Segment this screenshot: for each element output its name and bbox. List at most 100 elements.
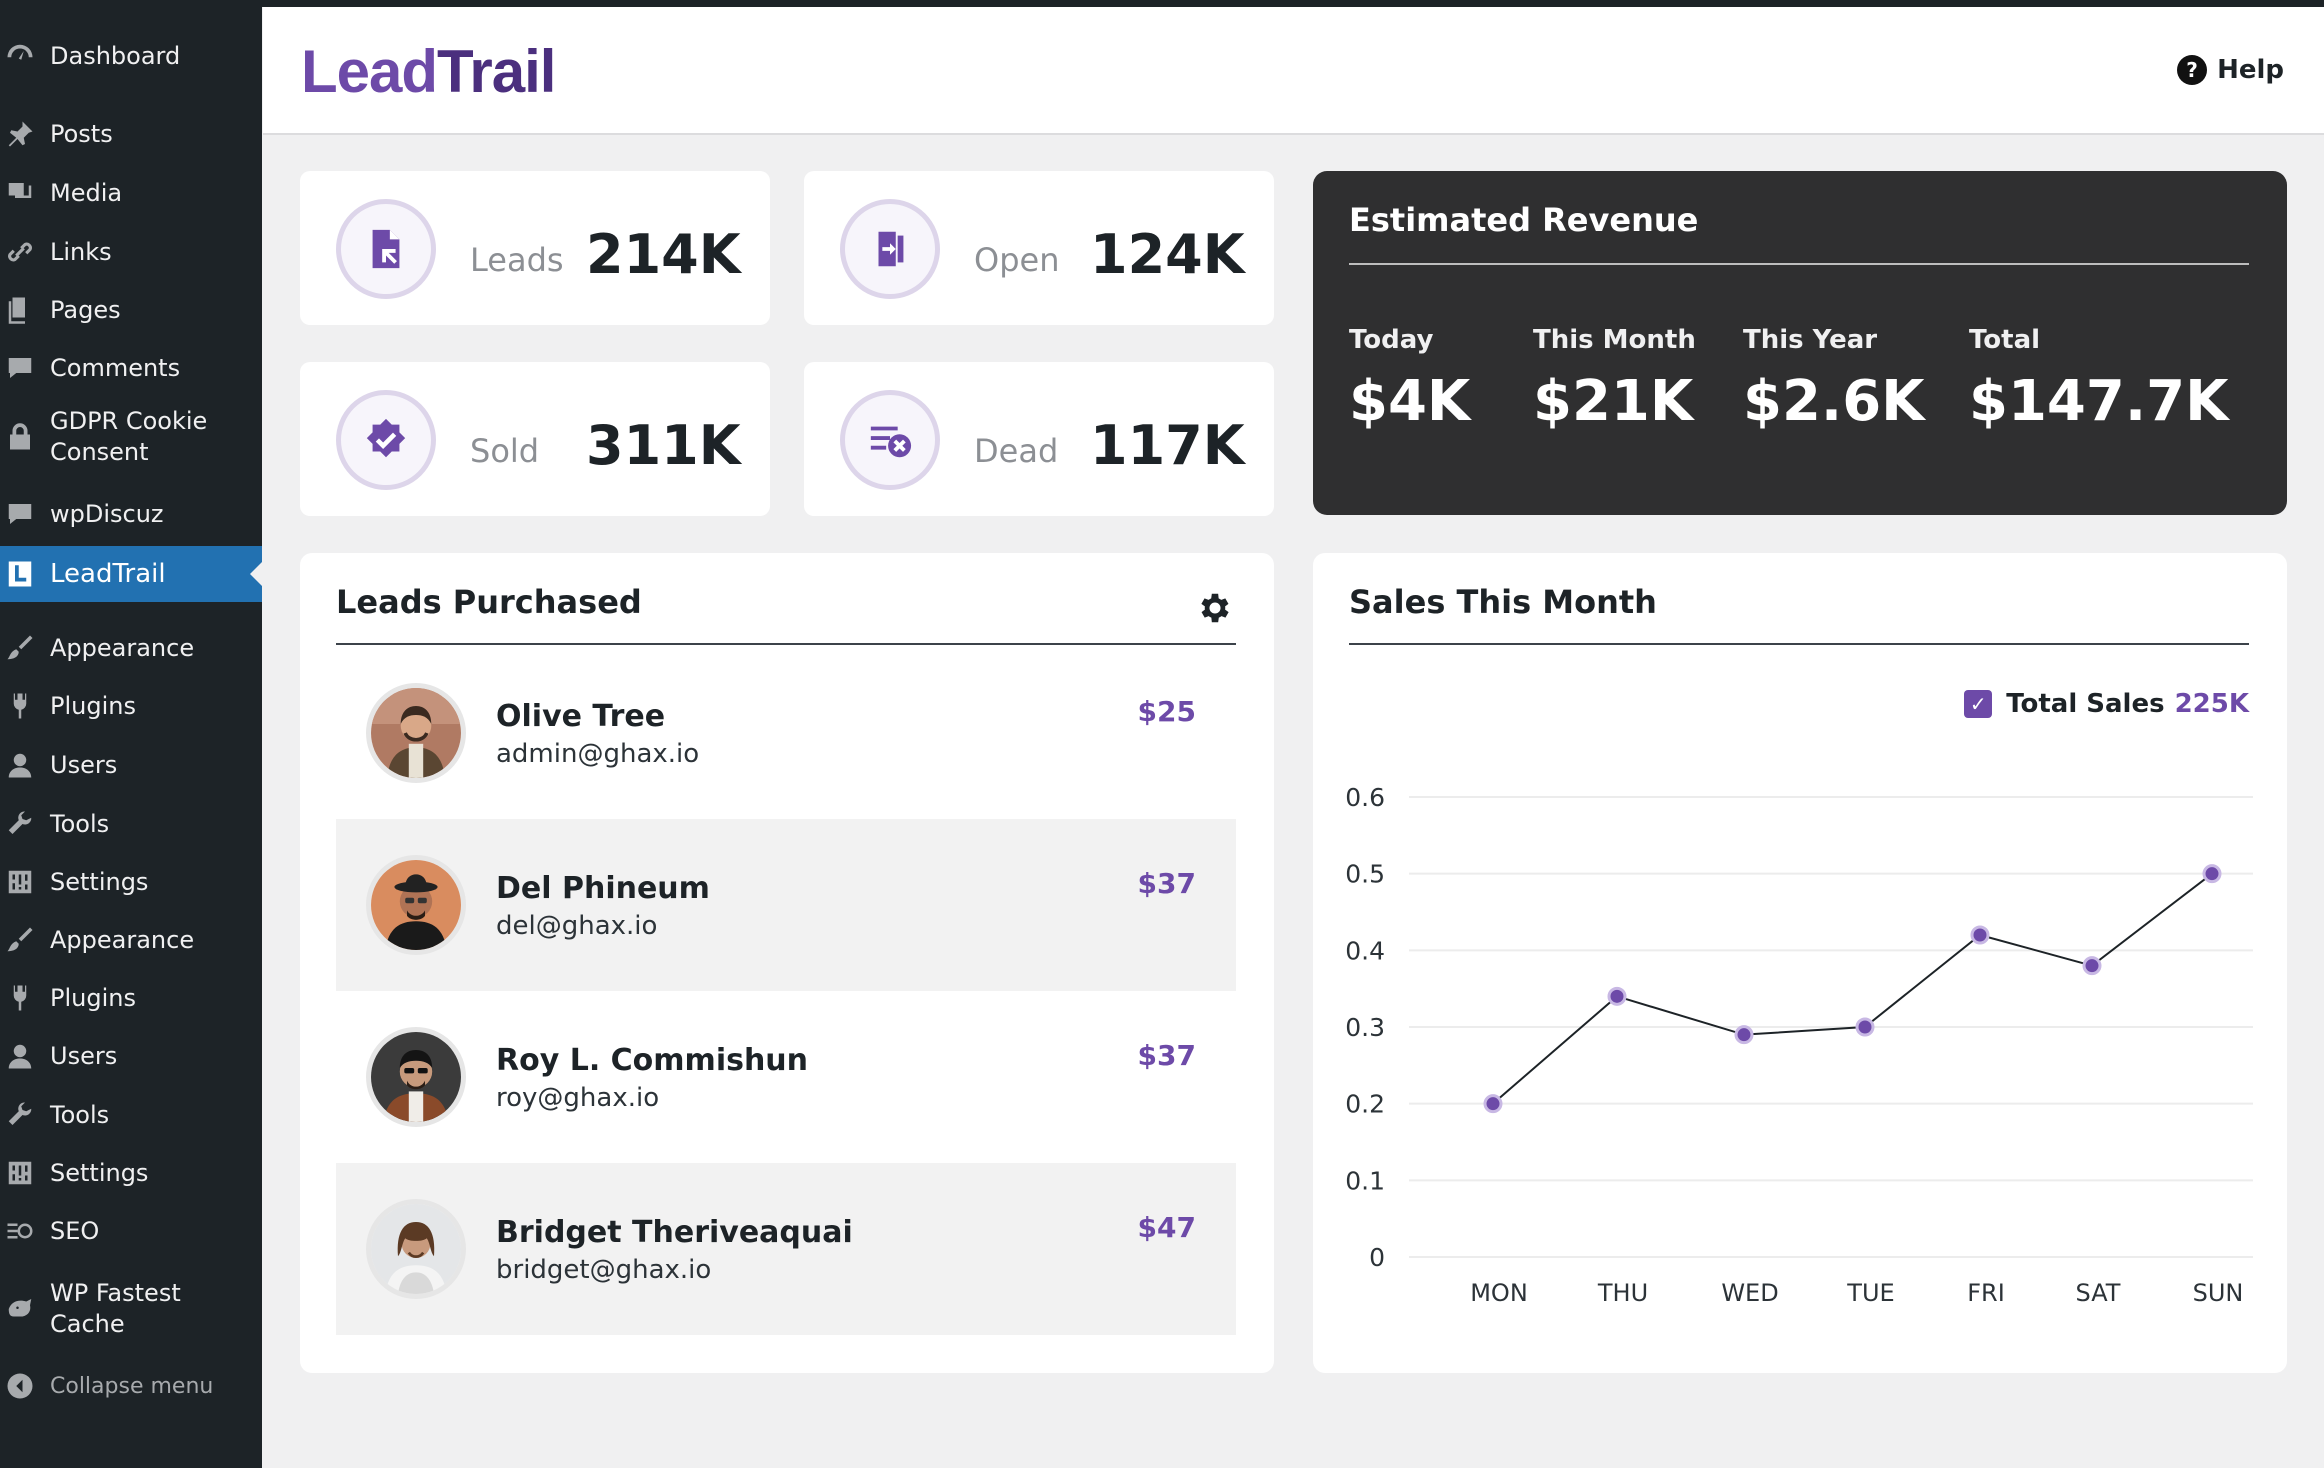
x-tick-label: FRI xyxy=(1967,1279,2005,1307)
comment-icon xyxy=(0,494,40,534)
stat-card-leads[interactable]: Leads 214K xyxy=(300,171,770,325)
sidebar-item-label: Collapse menu xyxy=(50,1373,214,1399)
lead-row[interactable]: Olive Tree admin@ghax.io $25 xyxy=(336,647,1236,819)
stat-label: Dead xyxy=(974,432,1059,470)
stat-value: 311K xyxy=(586,414,741,477)
sidebar-item-gdpr-cookie-consent[interactable]: GDPR Cookie Consent xyxy=(0,406,262,468)
revenue-this-year: This Year $2.6K xyxy=(1743,325,1925,434)
sidebar-item-users[interactable]: Users xyxy=(0,745,262,785)
sidebar-item-appearance[interactable]: Appearance xyxy=(0,628,262,668)
seo-icon xyxy=(0,1211,40,1251)
lead-price: $47 xyxy=(1137,1211,1196,1244)
data-point[interactable] xyxy=(2082,956,2102,976)
series-line xyxy=(1492,872,2213,1105)
sales-panel-title: Sales This Month xyxy=(1349,583,1657,621)
settings-icon xyxy=(0,1153,40,1193)
sidebar-item-users[interactable]: Users xyxy=(0,1036,262,1076)
data-point[interactable] xyxy=(1607,986,1627,1006)
stat-card-sold[interactable]: Sold 311K xyxy=(300,362,770,516)
sidebar-item-label: Appearance xyxy=(50,633,195,662)
stat-label: Leads xyxy=(470,241,564,279)
comment-icon xyxy=(0,348,40,388)
data-point[interactable] xyxy=(2202,864,2222,884)
sidebar-item-collapse-menu[interactable]: Collapse menu xyxy=(0,1366,262,1406)
sidebar-item-tools[interactable]: Tools xyxy=(0,1095,262,1135)
sidebar-item-label: Posts xyxy=(50,119,113,148)
gear-icon[interactable] xyxy=(1196,589,1234,627)
admin-sidebar: Dashboard Posts Media Links Pages Comments GDP… xyxy=(0,0,262,1468)
avatar xyxy=(366,1199,466,1299)
avatar xyxy=(366,683,466,783)
sidebar-item-posts[interactable]: Posts xyxy=(0,114,262,154)
lead-price: $25 xyxy=(1137,695,1196,728)
lead-name: Del Phineum xyxy=(496,871,710,906)
media-icon xyxy=(0,173,40,213)
sidebar-item-label: LeadTrail xyxy=(50,558,166,589)
help-button[interactable]: ? Help xyxy=(2177,55,2284,85)
x-tick-label: SAT xyxy=(2076,1279,2121,1307)
sidebar-item-label: Pages xyxy=(50,295,121,324)
data-point[interactable] xyxy=(1970,925,1990,945)
sidebar-item-label: Tools xyxy=(50,1100,110,1129)
leadtrail-logo[interactable]: LeadTrail xyxy=(301,38,556,105)
sidebar-item-plugins[interactable]: Plugins xyxy=(0,978,262,1018)
sidebar-item-label: Comments xyxy=(50,353,181,382)
sidebar-item-label: Plugins xyxy=(50,983,136,1012)
sidebar-item-label: Appearance xyxy=(50,925,195,954)
stat-value: 214K xyxy=(586,223,741,286)
list-cancel-icon xyxy=(840,390,940,490)
file-arrow-icon xyxy=(336,199,436,299)
sidebar-item-label: Users xyxy=(50,750,118,779)
sidebar-item-wpdiscuz[interactable]: wpDiscuz xyxy=(0,494,262,534)
sidebar-item-tools[interactable]: Tools xyxy=(0,804,262,844)
stat-value: 117K xyxy=(1090,414,1245,477)
user-icon xyxy=(0,1036,40,1076)
data-point[interactable] xyxy=(1855,1017,1875,1037)
plugin-icon xyxy=(0,978,40,1018)
sidebar-item-settings[interactable]: Settings xyxy=(0,862,262,902)
sidebar-item-plugins[interactable]: Plugins xyxy=(0,686,262,726)
sidebar-item-label: Settings xyxy=(50,867,149,896)
lock-icon xyxy=(0,417,40,457)
stat-value: 124K xyxy=(1090,223,1245,286)
stat-card-open[interactable]: Open 124K xyxy=(804,171,1274,325)
stat-label: Sold xyxy=(470,432,540,470)
legend-value: 225K xyxy=(2174,689,2249,719)
sidebar-item-media[interactable]: Media xyxy=(0,173,262,213)
plugin-header: LeadTrail ? Help xyxy=(263,7,2324,135)
revenue-label: This Year xyxy=(1743,325,1878,355)
sidebar-item-dashboard[interactable]: Dashboard xyxy=(0,36,262,76)
y-tick-label: 0.5 xyxy=(1345,860,1385,889)
help-icon: ? xyxy=(2177,55,2208,85)
data-point[interactable] xyxy=(1734,1025,1754,1045)
sidebar-item-label: Settings xyxy=(50,1158,149,1187)
y-tick-label: 0.1 xyxy=(1345,1166,1385,1195)
stat-label: Open xyxy=(974,241,1060,279)
x-tick-label: MON xyxy=(1470,1279,1528,1307)
pages-icon xyxy=(0,290,40,330)
sidebar-item-comments[interactable]: Comments xyxy=(0,348,262,388)
sidebar-item-label: Tools xyxy=(50,809,110,838)
user-icon xyxy=(0,745,40,785)
sidebar-item-links[interactable]: Links xyxy=(0,232,262,272)
sidebar-item-seo[interactable]: SEO xyxy=(0,1211,262,1251)
leads-panel-title: Leads Purchased xyxy=(336,583,642,621)
lead-row[interactable]: Del Phineum del@ghax.io $37 xyxy=(336,819,1236,991)
sidebar-item-leadtrail[interactable]: LeadTrail xyxy=(0,546,262,602)
collapse-icon xyxy=(0,1366,40,1406)
revenue-label: Today xyxy=(1349,325,1434,355)
lead-name: Olive Tree xyxy=(496,699,666,734)
revenue-value: $21K xyxy=(1533,369,1694,434)
lead-price: $37 xyxy=(1137,1039,1196,1072)
sidebar-item-settings[interactable]: Settings xyxy=(0,1153,262,1193)
data-point[interactable] xyxy=(1483,1094,1503,1114)
chart-legend[interactable]: ✓ Total Sales 225K xyxy=(1964,689,2249,719)
sidebar-item-wp-fastest-cache[interactable]: WP Fastest Cache xyxy=(0,1278,262,1340)
lead-row[interactable]: Roy L. Commishun roy@ghax.io $37 xyxy=(336,991,1236,1163)
legend-checkbox[interactable]: ✓ xyxy=(1964,690,1993,718)
sidebar-item-appearance[interactable]: Appearance xyxy=(0,920,262,960)
lead-row[interactable]: Bridget Theriveaquai bridget@ghax.io $47 xyxy=(336,1163,1236,1335)
sidebar-item-pages[interactable]: Pages xyxy=(0,290,262,330)
x-tick-label: TUE xyxy=(1846,1279,1894,1307)
stat-card-dead[interactable]: Dead 117K xyxy=(804,362,1274,516)
